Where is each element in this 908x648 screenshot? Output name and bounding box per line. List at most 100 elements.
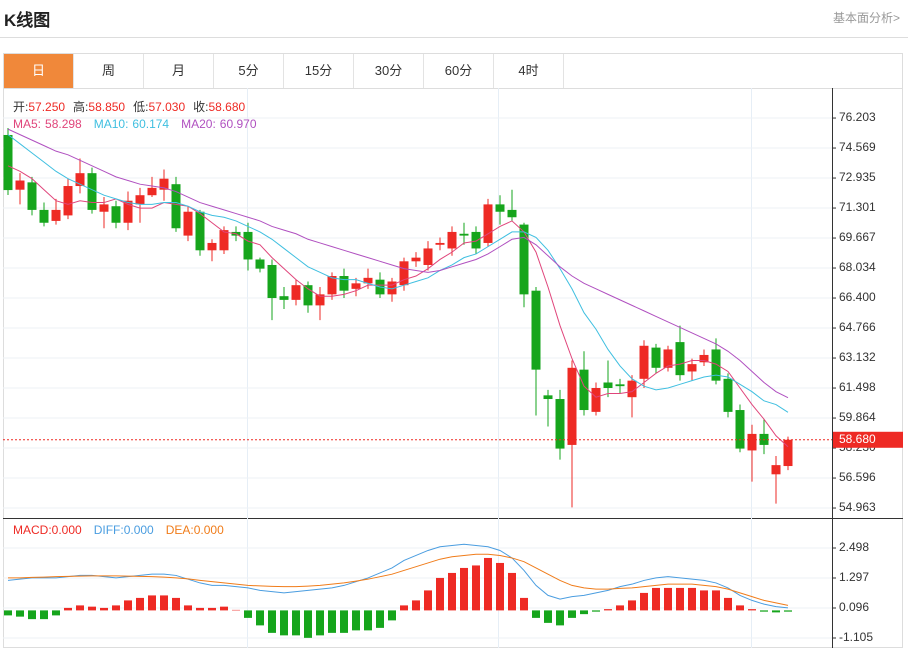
macd-legend: MACD:0.000 DIFF:0.000 DEA:0.000 <box>13 523 224 537</box>
macd-bar <box>664 587 672 611</box>
macd-bar <box>568 610 576 618</box>
candle-body <box>639 345 649 379</box>
macd-bar <box>112 605 120 611</box>
macd-bar <box>484 557 492 611</box>
y-tick-label: 71.301 <box>839 200 876 214</box>
legend-name: DIFF: <box>93 523 124 537</box>
legend-value: 0.000 <box>123 523 154 537</box>
ohlc-value: 58.850 <box>88 100 126 114</box>
macd-bar <box>316 610 324 636</box>
page-title: K线图 <box>4 11 51 30</box>
macd-bar <box>88 606 96 611</box>
macd-bar <box>100 607 108 611</box>
macd-bar <box>136 597 144 611</box>
macd-bar <box>748 609 756 611</box>
candle-body <box>99 204 109 212</box>
macd-bar <box>76 605 84 611</box>
macd-bar <box>64 607 72 611</box>
candle-body <box>747 433 757 451</box>
candle-body <box>627 380 637 398</box>
candle-body <box>579 369 589 411</box>
candle-body <box>135 195 145 205</box>
macd-bar <box>760 610 768 612</box>
ohlc-value: 57.250 <box>28 100 66 114</box>
macd-bar <box>40 610 48 620</box>
macd-bar <box>604 609 612 611</box>
candle-body <box>183 211 193 236</box>
macd-line <box>8 553 789 606</box>
macd-bar <box>160 595 168 611</box>
y-tick-label: 2.498 <box>839 540 869 554</box>
legend-name: MA5: <box>13 117 42 131</box>
candle-body <box>207 242 217 251</box>
tab[interactable]: 5分 <box>214 54 284 88</box>
ohlc-label: 高: <box>73 100 89 114</box>
macd-bar <box>724 597 732 611</box>
divider <box>0 37 908 38</box>
macd-bar <box>424 590 432 611</box>
tab[interactable]: 15分 <box>284 54 354 88</box>
legend-value: 60.174 <box>132 117 170 131</box>
candle-body <box>459 233 469 236</box>
candle-body <box>519 224 529 295</box>
legend-name: MA10: <box>93 117 129 131</box>
ohlc-value: 58.680 <box>208 100 246 114</box>
ohlc-value: 57.030 <box>148 100 186 114</box>
candle-body <box>339 275 349 291</box>
macd-bar <box>268 610 276 633</box>
legend-name: MA20: <box>181 117 216 131</box>
macd-bar <box>736 605 744 611</box>
y-tick-label: 64.766 <box>839 320 876 334</box>
y-tick-label: 74.569 <box>839 140 876 154</box>
macd-bar <box>652 587 660 611</box>
candle-body <box>267 264 277 299</box>
tab[interactable]: 月 <box>144 54 214 88</box>
macd-bar <box>700 590 708 611</box>
macd-bar <box>772 610 780 613</box>
macd-bar <box>472 565 480 611</box>
macd-bar <box>172 597 180 611</box>
macd-bar <box>400 605 408 611</box>
tab[interactable]: 60分 <box>424 54 494 88</box>
macd-bar <box>220 606 228 611</box>
macd-bar <box>244 610 252 618</box>
ma-legend: MA5: 58.298 MA10: 60.174 MA20: 60.970 <box>13 117 257 131</box>
ma-line <box>7 165 789 448</box>
candle-body <box>279 296 289 300</box>
candle-body <box>735 410 745 449</box>
fundamental-link[interactable]: 基本面分析> <box>832 11 900 25</box>
macd-bar <box>52 610 60 616</box>
candle-body <box>771 465 781 475</box>
macd-bar <box>688 587 696 611</box>
macd-bar <box>16 610 24 617</box>
macd-bar <box>628 600 636 611</box>
macd-bar <box>124 600 132 611</box>
candle-body <box>75 173 85 187</box>
macd-bar <box>340 610 348 633</box>
macd-bar <box>616 605 624 611</box>
tab[interactable]: 4时 <box>494 54 564 88</box>
ohlc-label: 收: <box>193 100 209 114</box>
tab[interactable]: 日 <box>4 54 74 88</box>
macd-bar <box>640 592 648 611</box>
legend-name: MACD: <box>13 523 52 537</box>
y-tick-label: 69.667 <box>839 230 876 244</box>
candle-body <box>507 209 517 218</box>
tab[interactable]: 周 <box>74 54 144 88</box>
candle-body <box>147 187 157 196</box>
candle-body <box>663 349 673 368</box>
macd-bar <box>376 610 384 628</box>
candle-body <box>303 285 313 306</box>
y-tick-label: -1.105 <box>839 630 873 644</box>
macd-bar <box>28 610 36 620</box>
legend-value: 60.970 <box>219 117 257 131</box>
macd-bar <box>520 597 528 611</box>
legend-value: 0.000 <box>193 523 224 537</box>
macd-bar <box>412 600 420 611</box>
macd-bar <box>676 587 684 611</box>
macd-bar <box>388 610 396 621</box>
candle-body <box>195 211 205 251</box>
ohlc-label: 开: <box>13 100 29 114</box>
tab[interactable]: 30分 <box>354 54 424 88</box>
macd-bar <box>580 610 588 615</box>
